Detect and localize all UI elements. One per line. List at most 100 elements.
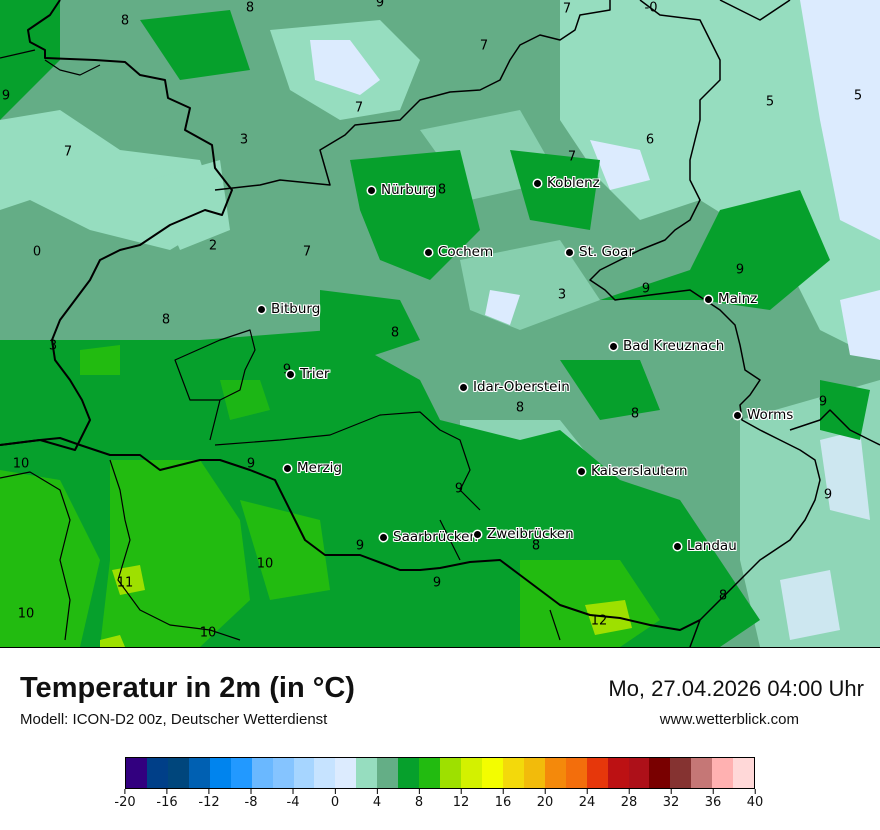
city-name: Bad Kreuznach [623, 338, 725, 354]
colorbar-bin [733, 758, 755, 788]
tick-mark [544, 789, 546, 794]
colorbar-bin [670, 758, 692, 788]
colorbar-bin [461, 758, 482, 788]
temperature-value-label: 5 [765, 94, 775, 110]
colorbar-tick: 32 [663, 789, 679, 810]
city-marker[interactable]: St. Goar [566, 244, 634, 260]
tick-label: 12 [452, 795, 470, 810]
temperature-value-label: 7 [567, 149, 577, 165]
website-link[interactable]: www.wetterblick.com [659, 711, 799, 728]
city-marker[interactable]: Worms [734, 407, 793, 423]
city-marker[interactable]: Merzig [284, 460, 342, 476]
colorbar-tick: 0 [331, 789, 339, 810]
temperature-value-label: 5 [853, 88, 863, 104]
temperature-value-label: -0 [644, 0, 658, 16]
colorbar-bin [314, 758, 336, 788]
city-marker[interactable]: Bad Kreuznach [610, 338, 724, 354]
chart-title: Temperatur in 2m (in °C) [20, 672, 355, 704]
temperature-value-label: 9 [246, 456, 256, 472]
temperature-value-label: 8 [245, 0, 255, 16]
city-marker[interactable]: Idar-Oberstein [460, 379, 570, 395]
temperature-value-label: 0 [32, 244, 42, 260]
tick-label: 36 [704, 795, 722, 810]
tick-label: -20 [114, 795, 136, 810]
model-subtitle: Modell: ICON-D2 00z, Deutscher Wetterdie… [20, 711, 328, 728]
tick-label: 0 [330, 795, 340, 810]
city-dot-icon [734, 411, 741, 419]
city-marker[interactable]: Kaiserslautern [578, 463, 688, 479]
city-marker[interactable]: Koblenz [534, 175, 600, 191]
city-marker[interactable]: Trier [287, 366, 329, 382]
temperature-value-label: 8 [161, 312, 171, 328]
colorbar-bin [188, 758, 210, 788]
tick-mark [208, 789, 210, 794]
colorbar-bin [126, 758, 147, 788]
city-marker[interactable]: Zweibrücken [474, 526, 574, 542]
city-dot-icon [610, 342, 617, 350]
city-dot-icon [460, 383, 467, 391]
city-marker[interactable]: Nürburg [368, 182, 436, 198]
temperature-value-label: 8 [120, 13, 130, 29]
tick-mark [754, 789, 756, 794]
tick-mark [502, 789, 504, 794]
colorbar-tick: -4 [286, 789, 300, 810]
city-marker[interactable]: Mainz [705, 291, 757, 307]
city-name: Landau [687, 538, 737, 554]
tick-label: -12 [198, 795, 220, 810]
temperature-value-label: 9 [823, 487, 833, 503]
city-name: Idar-Oberstein [473, 379, 570, 395]
tick-label: 24 [578, 795, 596, 810]
colorbar-bin [167, 758, 189, 788]
colorbar-bin [209, 758, 231, 788]
city-marker[interactable]: Cochem [425, 244, 493, 260]
tick-label: 16 [494, 795, 512, 810]
temperature-value-label: 9 [641, 281, 651, 297]
temperature-value-label: 8 [630, 406, 640, 422]
temperature-value-label: 8 [531, 538, 541, 554]
temperature-value-label: 9 [432, 575, 442, 591]
colorbar-bin [691, 758, 713, 788]
warm-zone-shapes [0, 345, 660, 647]
temperature-value-label: 10 [256, 556, 274, 572]
colorbar-bin [146, 758, 168, 788]
colorbar-bin [481, 758, 503, 788]
temperature-value-label: 9 [1, 88, 11, 104]
tick-mark [586, 789, 588, 794]
city-dot-icon [258, 305, 265, 313]
colorbar-bin [502, 758, 524, 788]
city-dot-icon [380, 533, 387, 541]
tick-label: 8 [414, 795, 424, 810]
colorbar-legend [125, 757, 755, 789]
tick-mark [334, 789, 336, 794]
temperature-value-label: 2 [208, 238, 218, 254]
colorbar-tick: -16 [156, 789, 178, 810]
colorbar-tick: -20 [114, 789, 136, 810]
city-name: Nürburg [381, 182, 437, 198]
city-name: St. Goar [579, 244, 634, 260]
border-lines [0, 0, 880, 647]
city-marker[interactable]: Saarbrücken [380, 529, 478, 545]
colorbar-bin [230, 758, 252, 788]
tick-label: -4 [286, 795, 300, 810]
temperature-value-label: 7 [302, 244, 312, 260]
temperature-value-label: 10 [12, 456, 30, 472]
city-marker[interactable]: Landau [674, 538, 737, 554]
colorbar-bin [523, 758, 545, 788]
city-name: Saarbrücken [393, 529, 478, 545]
colorbar-bin [377, 758, 399, 788]
tick-mark [250, 789, 252, 794]
tick-label: 4 [372, 795, 382, 810]
temperature-value-label: 3 [557, 287, 567, 303]
forecast-datetime: Mo, 27.04.2026 04:00 Uhr [608, 676, 864, 701]
colorbar-bin [586, 758, 608, 788]
city-marker[interactable]: Bitburg [258, 301, 320, 317]
colorbar-bin [712, 758, 734, 788]
temperature-value-label: 7 [354, 100, 364, 116]
city-name: Zweibrücken [487, 526, 574, 542]
colorbar-bin [544, 758, 566, 788]
colorbar-bin [649, 758, 671, 788]
colorbar-tick: 20 [537, 789, 553, 810]
temperature-value-label: 9 [282, 362, 292, 378]
colorbar-bin [356, 758, 378, 788]
temperature-value-label: 9 [454, 481, 464, 497]
